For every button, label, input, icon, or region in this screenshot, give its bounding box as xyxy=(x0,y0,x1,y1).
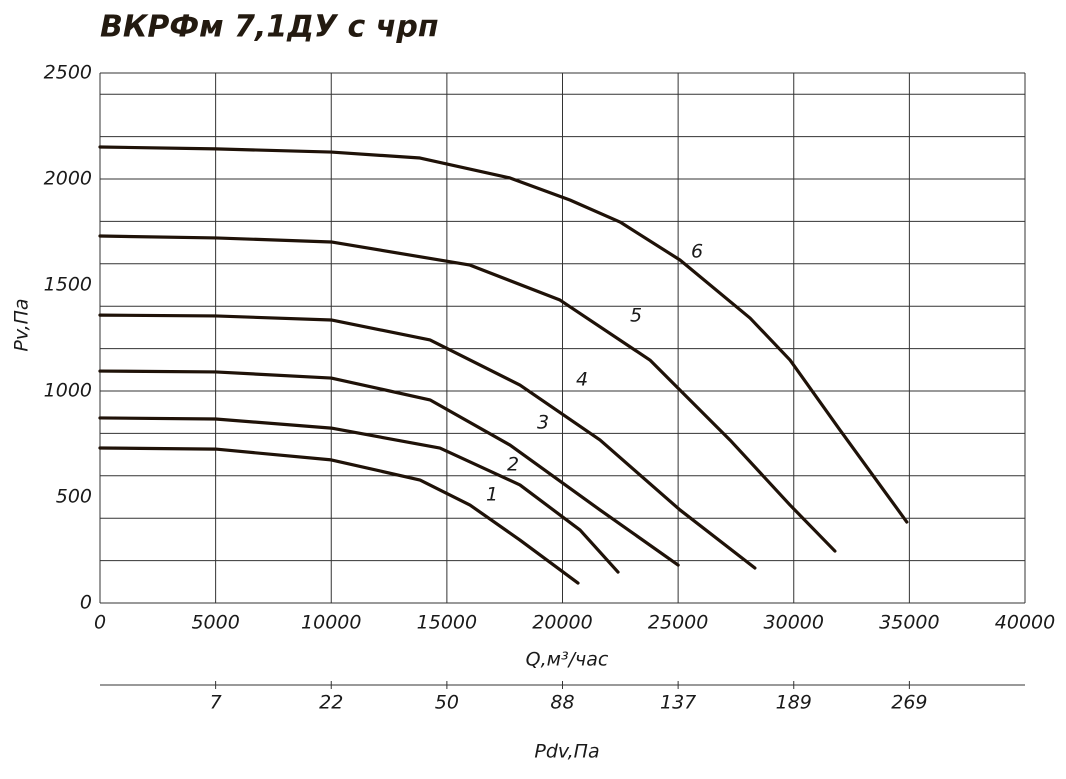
x2-axis-label: Pdv,Па xyxy=(534,741,599,763)
curve xyxy=(98,234,837,553)
x-axis-label: Q,м³/час xyxy=(526,649,609,671)
chart-title: ВКРФм 7,1ДУ с чрп xyxy=(100,10,439,45)
curve-label: 4 xyxy=(576,369,588,391)
curve-label: 6 xyxy=(691,241,703,263)
curve-label: 3 xyxy=(537,412,549,434)
x2-tick-label: 50 xyxy=(435,692,459,714)
curve-label: 1 xyxy=(486,484,498,506)
y-tick-label: 1000 xyxy=(44,380,92,402)
x2-tick-label: 137 xyxy=(660,692,696,714)
curve-label: 5 xyxy=(630,305,642,327)
x-tick-label: 20000 xyxy=(532,612,592,634)
y-tick-label: 500 xyxy=(56,486,92,508)
x-tick-label: 10000 xyxy=(301,612,361,634)
x2-tick-label: 22 xyxy=(319,692,343,714)
curve xyxy=(98,145,909,524)
y-tick-label: 1500 xyxy=(44,274,92,296)
x-tick-label: 35000 xyxy=(879,612,939,634)
y-tick-label: 2000 xyxy=(44,168,92,190)
x2-tick-label: 88 xyxy=(550,692,574,714)
curve-label: 2 xyxy=(507,454,519,476)
curve xyxy=(98,416,620,574)
x2-tick-label: 189 xyxy=(776,692,812,714)
x-tick-label: 5000 xyxy=(191,612,239,634)
curve xyxy=(98,446,580,585)
x2-tick-label: 269 xyxy=(891,692,927,714)
y-axis-label: Pv,Па xyxy=(11,298,33,351)
x-tick-label: 25000 xyxy=(648,612,708,634)
x-tick-label: 15000 xyxy=(417,612,477,634)
x2-tick-label: 7 xyxy=(210,692,222,714)
curve xyxy=(98,369,680,567)
y-tick-label: 2500 xyxy=(44,62,92,84)
x-tick-label: 0 xyxy=(94,612,106,634)
x-tick-label: 30000 xyxy=(764,612,824,634)
curve xyxy=(98,313,757,570)
y-tick-label: 0 xyxy=(80,592,92,614)
x-tick-label: 40000 xyxy=(995,612,1055,634)
